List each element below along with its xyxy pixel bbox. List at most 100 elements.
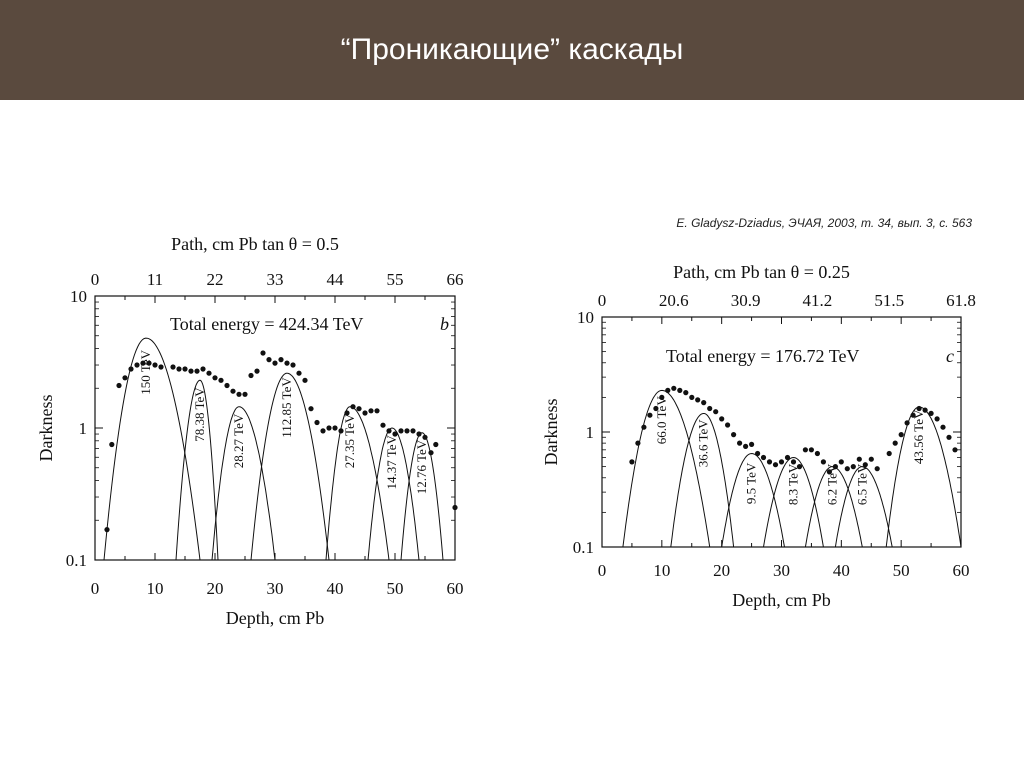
data-point [946,434,952,440]
data-point [134,362,140,368]
x-tick-label: 60 [953,561,970,580]
citation: E. Gladysz-Dziadus, ЭЧАЯ, 2003, т. 34, в… [676,216,972,230]
data-point [790,459,797,465]
x-tick-label: 60 [447,579,464,598]
panel-label: b [440,314,449,334]
x-axis-label: Depth, cm Pb [226,608,325,628]
data-point [398,428,404,434]
shower-energy-label: 27.35 TeV [342,413,357,468]
data-point [266,357,272,363]
data-point [350,404,356,410]
data-point [260,350,266,356]
data-point [904,420,910,426]
x-tick-label: 10 [653,561,670,580]
data-point [404,428,410,434]
data-point [749,441,755,447]
data-point [218,377,224,383]
data-point [641,424,647,430]
data-point [152,362,158,368]
data-point [892,440,898,446]
shower-energy-label: 14.37 TeV [384,434,399,489]
data-point [368,408,374,414]
top-tick-label: 33 [267,270,284,289]
data-point [224,382,230,389]
data-point [886,450,892,457]
data-point [862,462,868,468]
data-point [814,450,821,457]
top-tick-label: 20.6 [659,291,689,310]
y-tick-label: 1 [586,423,595,442]
shower-energy-label: 8.3 TeV [785,463,800,505]
data-point [832,464,839,470]
total-energy-annotation: Total energy = 424.34 TeV [170,314,363,334]
data-point [452,504,458,511]
top-tick-label: 61.8 [946,291,976,310]
shower-energy-label: 43.56 TeV [911,409,926,464]
top-tick-label: 66 [447,270,464,289]
data-point [272,360,278,366]
data-point [362,410,368,416]
x-tick-label: 20 [713,561,730,580]
data-point [743,443,749,449]
data-point [314,419,320,426]
shower-curve [367,427,420,560]
data-point [707,405,713,412]
data-point [826,469,833,475]
data-point [808,447,815,453]
shower-energy-label: 9.5 TeV [744,462,759,504]
shower-energy-label: 66.0 TeV [654,396,669,445]
y-tick-label: 10 [577,308,594,327]
data-point [916,405,922,412]
data-point [784,454,791,461]
x-tick-label: 40 [327,579,344,598]
data-point [677,387,683,393]
data-point [689,394,695,400]
data-point [248,372,254,379]
data-point [344,410,350,416]
shower-curve [211,406,276,560]
top-tick-label: 44 [327,270,345,289]
data-point [338,428,344,434]
data-point [665,387,671,393]
x-tick-label: 50 [893,561,910,580]
top-tick-label: 51.5 [874,291,904,310]
data-point [635,440,641,446]
data-point [392,431,398,437]
data-point [140,360,146,366]
data-point [766,459,773,465]
shower-curve [250,372,330,560]
x-tick-label: 30 [773,561,790,580]
data-point [725,422,731,428]
shower-curve [763,456,824,547]
panel-label: c [946,346,954,366]
x-tick-label: 50 [387,579,404,598]
data-point [844,466,850,472]
data-point [116,382,122,389]
data-point [230,388,236,394]
data-point [701,400,707,406]
data-point [176,366,182,372]
data-point [856,456,862,462]
data-point [128,366,134,372]
data-point [278,357,284,363]
data-point [254,368,260,374]
data-point [284,360,290,366]
data-point [713,409,719,415]
y-tick-label: 1 [79,419,88,438]
data-point [838,459,844,465]
shower-energy-label: 28.27 TeV [231,413,246,468]
data-point [772,462,779,468]
data-point [146,360,152,366]
data-point [737,440,743,446]
y-axis-label: Darkness [36,395,56,462]
top-tick-label: 11 [147,270,163,289]
shower-curve [670,413,735,547]
y-tick-label: 0.1 [66,551,87,570]
data-point [356,406,362,412]
data-point [182,366,188,372]
data-point [796,464,803,470]
data-point [320,428,326,434]
data-point [242,391,248,397]
x-tick-label: 0 [91,579,100,598]
